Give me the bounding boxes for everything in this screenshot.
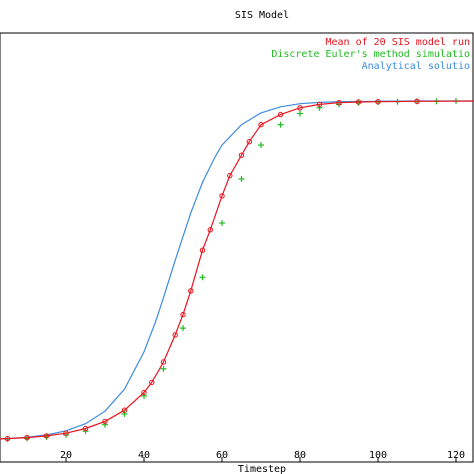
series-line [0, 100, 474, 440]
x-tick-label: 20 [60, 450, 72, 461]
data-point [4, 435, 11, 442]
data-point [277, 111, 284, 118]
series-layer [0, 98, 474, 442]
x-tick-label: 40 [138, 450, 150, 461]
legend-label: Analytical solutio [362, 61, 470, 72]
data-point [172, 332, 178, 338]
legend-label: Discrete Euler's method simulatio [271, 49, 470, 60]
data-point [180, 311, 186, 318]
data-point [24, 434, 30, 441]
data-point [82, 425, 89, 432]
data-point [121, 407, 128, 413]
data-point [238, 152, 245, 158]
series-line [0, 100, 474, 440]
chart-title: SIS Model [235, 10, 289, 21]
data-point [355, 99, 362, 105]
data-point [258, 142, 264, 149]
legend-label: Mean of 20 SIS model run [326, 37, 471, 48]
data-point [102, 418, 108, 425]
x-axis: 20 40 60 80 100 120 [60, 450, 465, 462]
data-point [141, 389, 147, 396]
series-analytical-solutio [0, 100, 474, 440]
data-point [207, 227, 214, 233]
data-point [246, 139, 253, 145]
data-point [121, 410, 128, 417]
data-point [297, 105, 303, 111]
x-axis-label: Timestep [238, 464, 286, 474]
data-point [297, 110, 303, 117]
data-point [219, 220, 225, 227]
data-point [316, 104, 323, 111]
data-point [414, 98, 420, 105]
data-point [149, 379, 155, 386]
series-mean-of-20-sis-model-run [0, 98, 474, 442]
data-point [227, 172, 233, 179]
plot-area [0, 32, 474, 463]
x-tick-label: 60 [216, 450, 228, 461]
x-tick-label: 80 [294, 450, 306, 461]
series-discrete-euler-s-method-simulatio [4, 98, 459, 442]
data-point [316, 101, 323, 108]
data-point [258, 122, 264, 128]
data-point [219, 193, 225, 199]
legend-item-discrete-euler-s-method-simulatio: Discrete Euler's method simulatio [271, 49, 470, 60]
data-point [336, 100, 342, 106]
data-point [160, 359, 167, 365]
data-point [43, 433, 50, 439]
data-point [199, 247, 206, 253]
data-point [188, 288, 194, 294]
data-point [180, 325, 186, 332]
data-point [199, 274, 206, 281]
data-point [141, 392, 147, 399]
legend-item-mean-of-20-sis-model-run: Mean of 20 SIS model run [326, 37, 471, 48]
data-point [160, 365, 167, 372]
x-tick-label: 100 [369, 450, 387, 461]
data-point [102, 421, 108, 428]
data-point [375, 99, 381, 105]
x-tick-label: 120 [447, 450, 465, 461]
data-point [63, 430, 69, 436]
data-point [238, 175, 245, 182]
data-point [277, 121, 284, 128]
legend-item-analytical-solutio: Analytical solutio [362, 61, 470, 72]
